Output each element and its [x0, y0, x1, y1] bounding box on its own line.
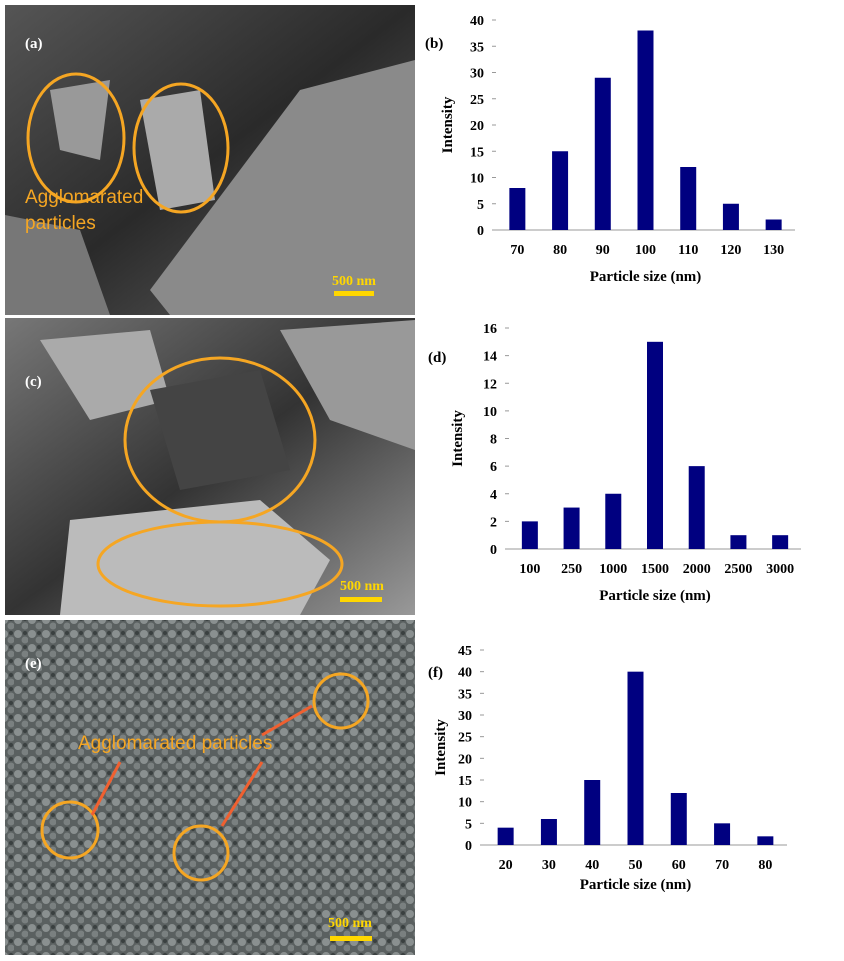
bar: [637, 30, 654, 230]
annotation: Agglomarated particles: [78, 733, 272, 754]
scale-label: 500 nm: [328, 916, 372, 931]
bar: [680, 167, 697, 230]
x-tick-label: 120: [720, 243, 741, 258]
bar: [688, 466, 705, 549]
bar: [594, 77, 611, 230]
x-tick-label: 30: [542, 858, 556, 873]
panel-label: (a): [25, 36, 43, 52]
sem-image-a: (a) Agglomarated particles 500 nm: [5, 5, 415, 315]
x-axis-label: Particle size (nm): [599, 588, 711, 604]
x-tick-label: 130: [763, 243, 784, 258]
x-tick-label: 60: [672, 858, 686, 873]
x-tick-label: 80: [553, 243, 567, 258]
bar: [627, 671, 644, 845]
y-tick-label: 25: [470, 93, 484, 108]
x-tick-label: 1500: [641, 562, 669, 577]
x-tick-label: 1000: [599, 562, 627, 577]
y-tick-label: 20: [470, 119, 484, 134]
y-tick-label: 35: [470, 40, 484, 55]
x-tick-label: 70: [510, 243, 524, 258]
bar: [722, 203, 739, 230]
y-tick-label: 40: [470, 14, 484, 29]
y-axis-label: Intensity: [440, 96, 456, 153]
panel-label: (c): [25, 374, 42, 390]
bar: [647, 341, 663, 549]
y-tick-label: 8: [490, 433, 497, 448]
bar: [765, 219, 782, 230]
bar: [730, 535, 747, 549]
x-tick-label: 100: [519, 562, 540, 577]
x-tick-label: 250: [561, 562, 582, 577]
y-tick-label: 10: [458, 796, 472, 811]
y-tick-label: 30: [470, 67, 484, 82]
y-tick-label: 15: [458, 774, 472, 789]
bar: [497, 827, 514, 845]
y-tick-label: 4: [490, 488, 497, 503]
y-tick-label: 14: [483, 350, 497, 365]
annotation: particles: [25, 213, 96, 234]
y-tick-label: 0: [477, 224, 484, 239]
y-tick-label: 45: [458, 644, 472, 659]
bar: [540, 819, 557, 845]
x-tick-label: 100: [635, 243, 656, 258]
y-tick-label: 10: [470, 172, 484, 187]
sem-image-e: (e) Agglomarated particles 500 nm: [5, 620, 415, 955]
y-tick-label: 35: [458, 687, 472, 702]
x-tick-label: 2000: [683, 562, 711, 577]
annotation: Agglomarated: [25, 187, 143, 208]
bar: [605, 493, 622, 549]
y-tick-label: 12: [483, 377, 497, 392]
y-tick-label: 0: [490, 543, 497, 558]
y-tick-label: 10: [483, 405, 497, 420]
y-tick-label: 40: [458, 666, 472, 681]
panel-label: (b): [425, 36, 443, 52]
bar: [509, 188, 526, 230]
bar: [772, 535, 789, 549]
x-tick-label: 40: [585, 858, 599, 873]
bar: [552, 151, 569, 230]
x-tick-label: 50: [629, 858, 643, 873]
panel-label: (f): [428, 665, 443, 681]
y-tick-label: 5: [465, 817, 472, 832]
x-tick-label: 2500: [724, 562, 752, 577]
y-tick-label: 5: [477, 198, 484, 213]
x-tick-label: 70: [715, 858, 729, 873]
bar: [714, 823, 731, 845]
sem-image-c: (c) 500 nm: [5, 318, 415, 615]
y-tick-label: 0: [465, 839, 472, 854]
y-tick-label: 15: [470, 145, 484, 160]
y-axis-label: Intensity: [450, 410, 466, 467]
bar: [584, 780, 601, 845]
y-tick-label: 16: [483, 322, 497, 337]
x-tick-label: 110: [678, 243, 698, 258]
x-tick-label: 20: [499, 858, 513, 873]
x-axis-label: Particle size (nm): [590, 269, 702, 285]
panel-label: (d): [428, 350, 446, 366]
bar: [563, 507, 580, 549]
y-tick-label: 30: [458, 709, 472, 724]
x-axis-label: Particle size (nm): [580, 877, 692, 893]
y-tick-label: 25: [458, 731, 472, 746]
x-tick-label: 3000: [766, 562, 794, 577]
y-tick-label: 20: [458, 752, 472, 767]
x-tick-label: 90: [596, 243, 610, 258]
y-tick-label: 2: [490, 515, 497, 530]
x-tick-label: 80: [758, 858, 772, 873]
bar: [757, 836, 774, 845]
bar: [521, 521, 538, 549]
scale-label: 500 nm: [340, 579, 384, 594]
bar: [670, 793, 687, 845]
scale-label: 500 nm: [332, 274, 376, 289]
y-axis-label: Intensity: [433, 719, 449, 776]
panel-label: (e): [25, 656, 42, 672]
y-tick-label: 6: [490, 460, 497, 475]
